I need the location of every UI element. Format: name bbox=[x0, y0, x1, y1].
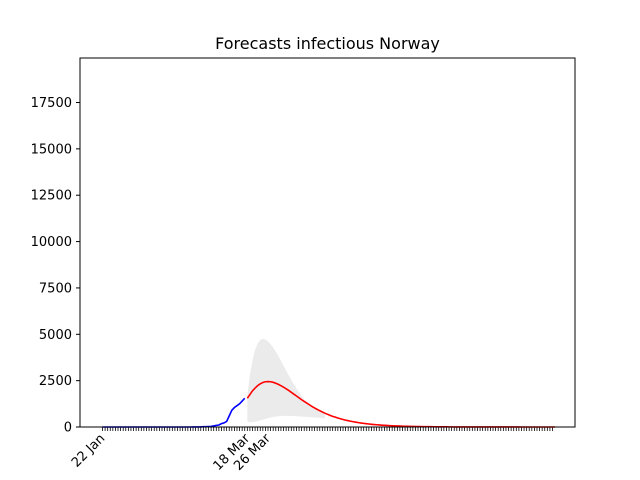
y-tick-label: 7500 bbox=[39, 281, 72, 296]
confidence-band bbox=[247, 338, 325, 423]
y-tick-label: 12500 bbox=[31, 189, 72, 204]
y-tick-label: 2500 bbox=[39, 374, 72, 389]
y-tick-label: 15000 bbox=[31, 142, 72, 157]
y-tick-label: 17500 bbox=[31, 96, 72, 111]
y-tick-label: 10000 bbox=[31, 235, 72, 250]
y-tick-label: 5000 bbox=[39, 328, 72, 343]
plot-frame bbox=[79, 57, 576, 428]
x-tick-label: 22 Jan bbox=[69, 431, 108, 470]
series-line bbox=[102, 397, 246, 428]
chart-title: Forecasts infectious Norway bbox=[215, 34, 440, 53]
y-tick-label: 0 bbox=[64, 421, 72, 436]
